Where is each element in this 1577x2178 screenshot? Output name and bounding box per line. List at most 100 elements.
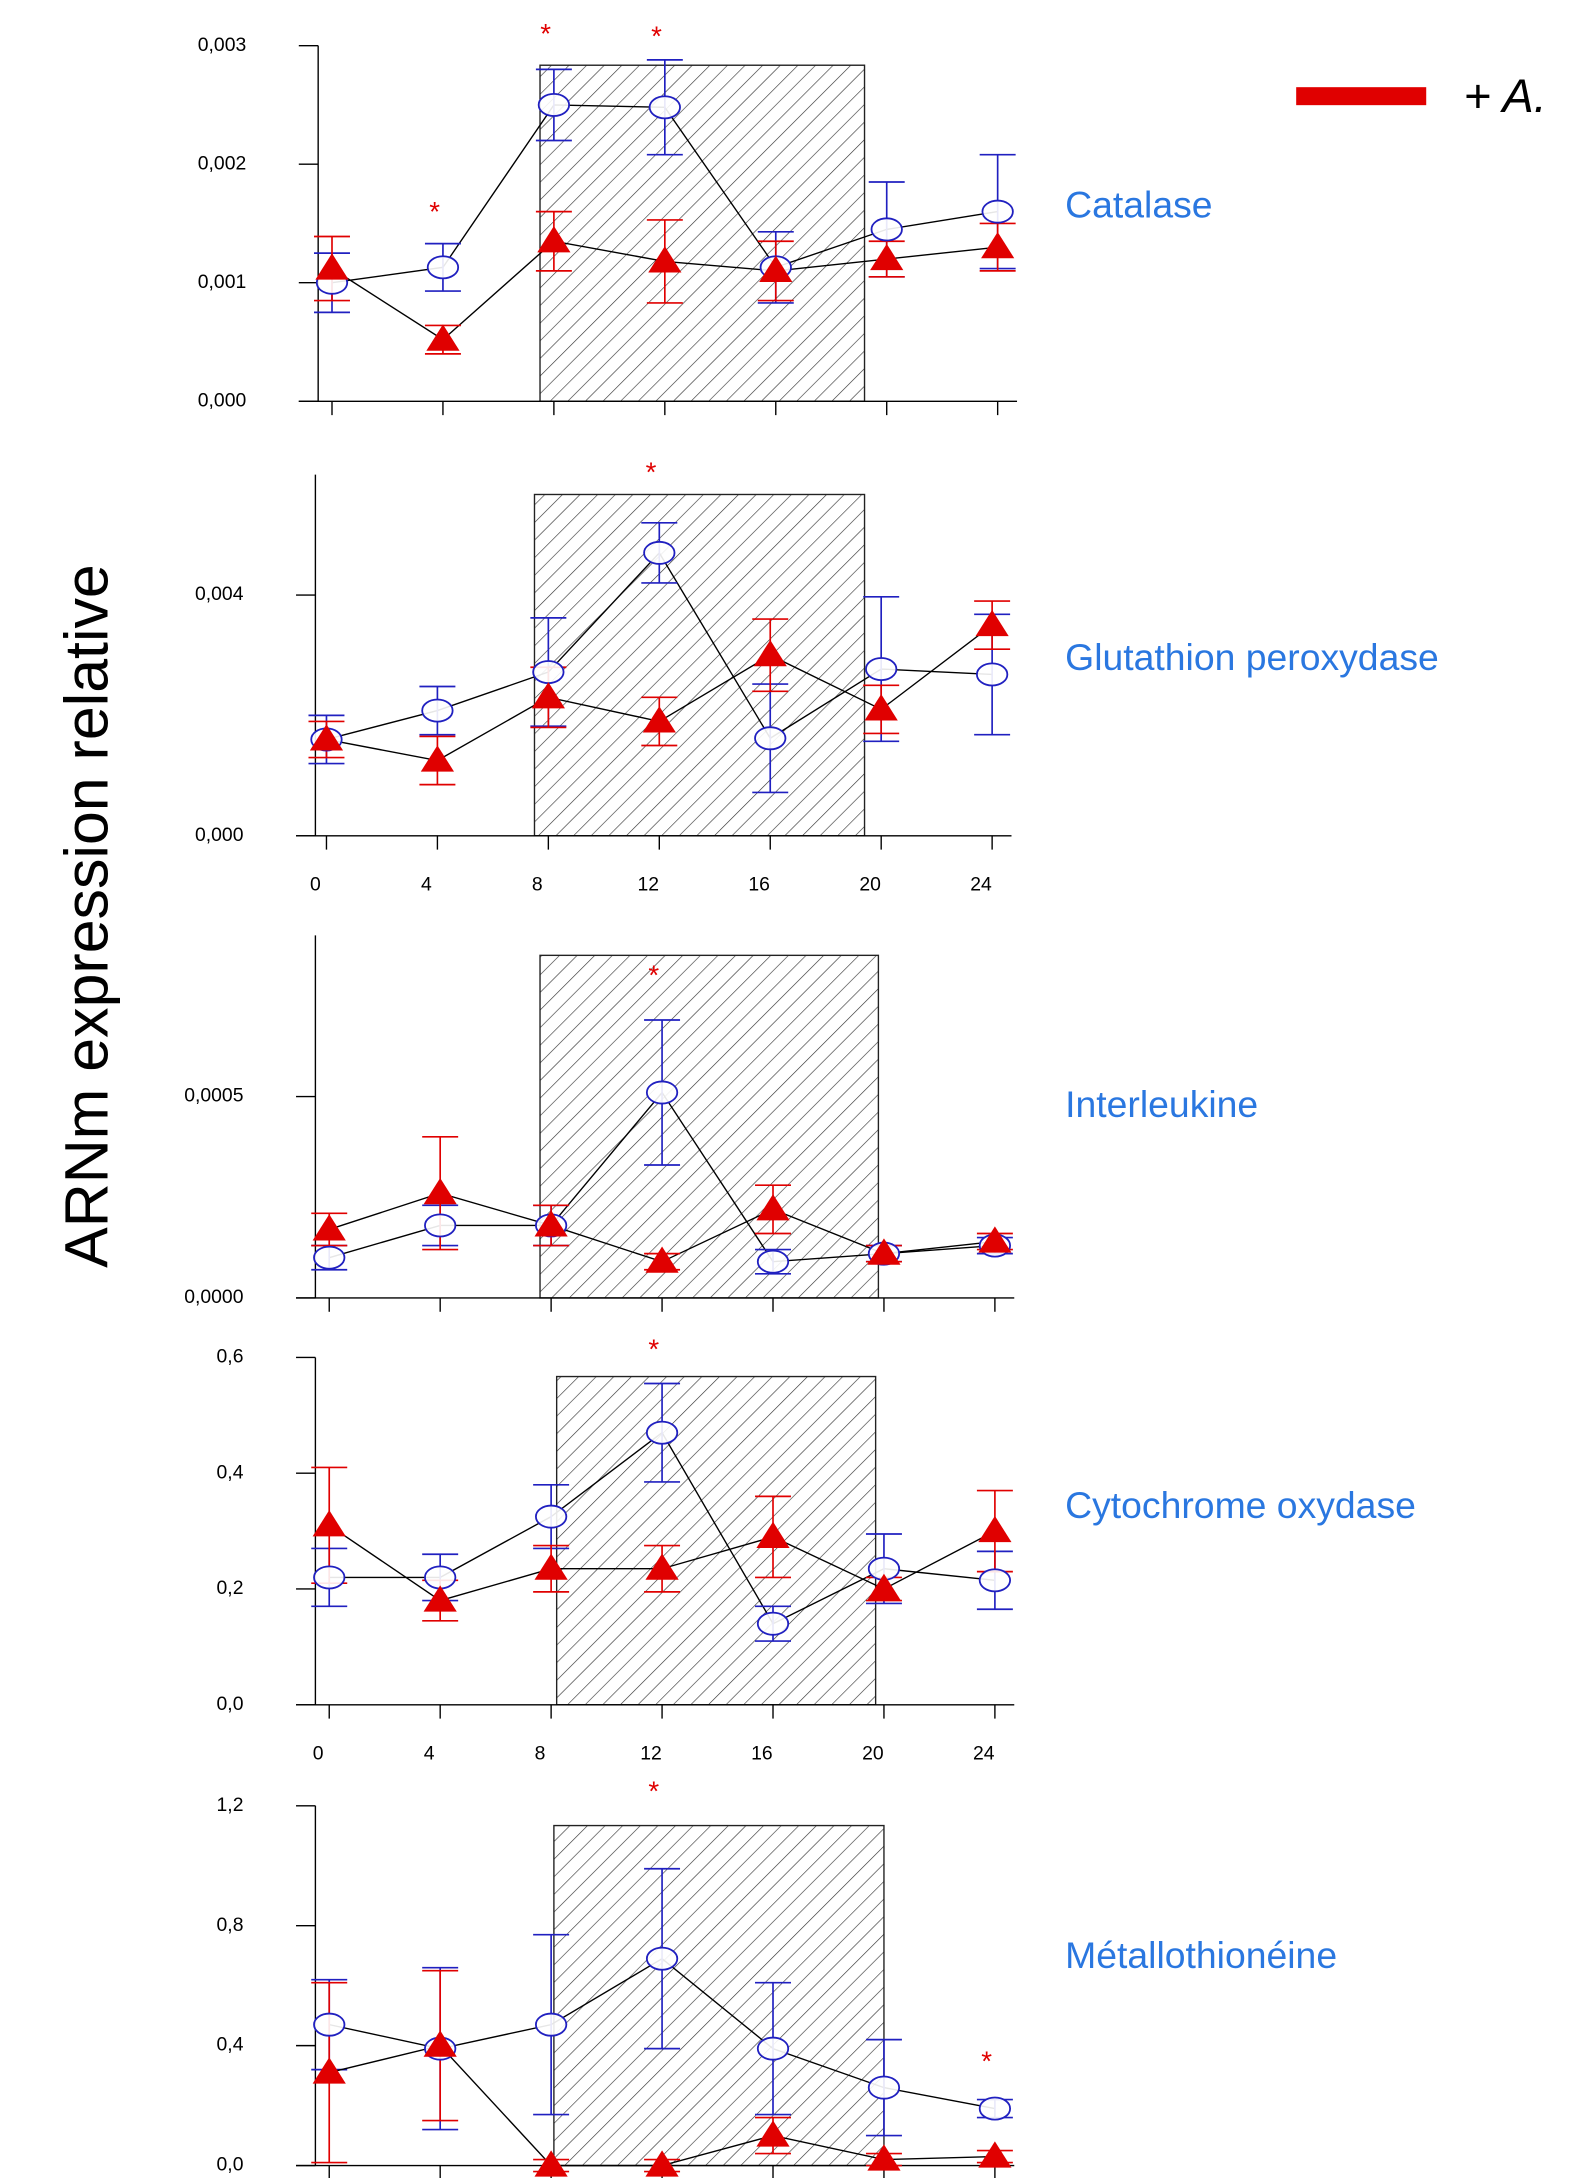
data-point: [420, 745, 455, 772]
data-point: [424, 1565, 457, 1590]
data-point: [648, 246, 682, 273]
data-point: [978, 1515, 1012, 1543]
data-point: [978, 2096, 1012, 2121]
data-point: [864, 694, 898, 721]
data-point: [313, 1245, 346, 1270]
data-point: [867, 1573, 901, 1601]
data-point: [312, 2057, 346, 2084]
data-point: [867, 1238, 901, 1265]
x-tick-label: 12: [640, 1743, 662, 1765]
shaded-period: [539, 64, 866, 402]
data-point: [426, 255, 460, 280]
data-point: [645, 1946, 679, 1971]
data-point: [756, 2120, 790, 2147]
data-point: [426, 324, 460, 351]
data-point: [423, 2030, 457, 2057]
data-point: [867, 2144, 901, 2171]
data-point: [534, 1553, 568, 1580]
shaded-period: [533, 493, 866, 837]
data-point: [870, 243, 904, 271]
x-tick-label: 20: [862, 1743, 884, 1765]
significance-star: *: [646, 456, 657, 487]
data-point: [645, 1246, 679, 1273]
y-tick-label: 0,001: [198, 271, 246, 293]
data-point: [870, 217, 903, 242]
significance-star: *: [540, 18, 551, 49]
y-tick-label: 0,0000: [184, 1286, 243, 1308]
x-tick-label: 0: [313, 1743, 324, 1765]
data-point: [642, 706, 676, 733]
data-point: [315, 253, 349, 280]
y-tick-label: 0,4: [217, 1461, 244, 1483]
data-point: [756, 1611, 790, 1636]
shaded-period: [553, 1824, 885, 2167]
y-tick-label: 0,0: [217, 1693, 244, 1715]
data-point: [423, 1585, 457, 1612]
panel-label: Catalase: [1065, 183, 1212, 225]
data-point: [535, 2012, 568, 2037]
panel-label: Glutathion peroxydase: [1065, 636, 1439, 678]
data-point: [537, 226, 571, 253]
x-tick-label: 24: [970, 874, 992, 896]
x-tick-label: 16: [748, 874, 770, 896]
data-point: [424, 1213, 457, 1238]
panel-label: Interleukine: [1065, 1083, 1258, 1125]
data-point: [756, 1194, 790, 1221]
data-point: [643, 540, 676, 565]
data-point: [534, 1210, 568, 1237]
x-tick-label: 24: [973, 1743, 995, 1765]
data-point: [313, 1565, 346, 1590]
x-tick-label: 0: [310, 874, 321, 896]
data-point: [645, 1553, 679, 1580]
data-point: [537, 92, 571, 117]
data-point: [981, 199, 1014, 224]
legend-label: + A.: [1464, 69, 1547, 122]
y-tick-label: 0,000: [195, 824, 244, 846]
significance-star: *: [429, 196, 440, 227]
data-point: [756, 2036, 790, 2061]
data-point: [975, 609, 1009, 637]
significance-star: *: [648, 1334, 659, 1365]
y-tick-label: 0,004: [195, 583, 244, 605]
x-tick-label: 8: [532, 874, 543, 896]
y-tick-label: 0,0005: [184, 1085, 243, 1107]
data-point: [534, 2150, 568, 2177]
data-point: [312, 1214, 346, 1241]
y-tick-label: 0,4: [217, 2034, 244, 2056]
y-tick-label: 0,000: [198, 389, 247, 411]
y-tick-label: 1,2: [217, 1794, 244, 1816]
y-tick-label: 0,2: [217, 1577, 244, 1599]
y-tick-label: 0,002: [198, 152, 246, 174]
data-point: [753, 639, 787, 667]
data-point: [309, 724, 344, 751]
y-tick-label: 0,0: [217, 2154, 244, 2176]
data-point: [312, 1510, 346, 1537]
y-axis-title: ARNm expression relative: [52, 564, 120, 1268]
data-point: [978, 1568, 1012, 1593]
shaded-period: [539, 954, 880, 1299]
data-point: [981, 231, 1015, 259]
y-tick-label: 0,6: [217, 1346, 244, 1368]
data-point: [756, 1249, 790, 1274]
significance-star: *: [651, 20, 662, 51]
data-point: [865, 657, 898, 682]
significance-star: *: [648, 1776, 659, 1807]
y-tick-label: 0,8: [217, 1914, 244, 1936]
data-point: [421, 698, 454, 723]
data-point: [754, 726, 787, 751]
data-point: [976, 662, 1009, 687]
significance-star: *: [648, 960, 659, 991]
data-point: [423, 1177, 457, 1205]
x-tick-label: 12: [637, 874, 659, 896]
data-point: [645, 1420, 679, 1445]
data-point: [978, 1226, 1012, 1253]
data-point: [535, 1504, 568, 1529]
data-point: [978, 2141, 1012, 2168]
data-point: [532, 660, 565, 685]
data-point: [756, 1521, 790, 1548]
data-point: [531, 682, 565, 709]
data-point: [313, 2012, 346, 2037]
panel-label: Cytochrome oxydase: [1065, 1484, 1416, 1526]
x-tick-label: 16: [751, 1743, 773, 1765]
